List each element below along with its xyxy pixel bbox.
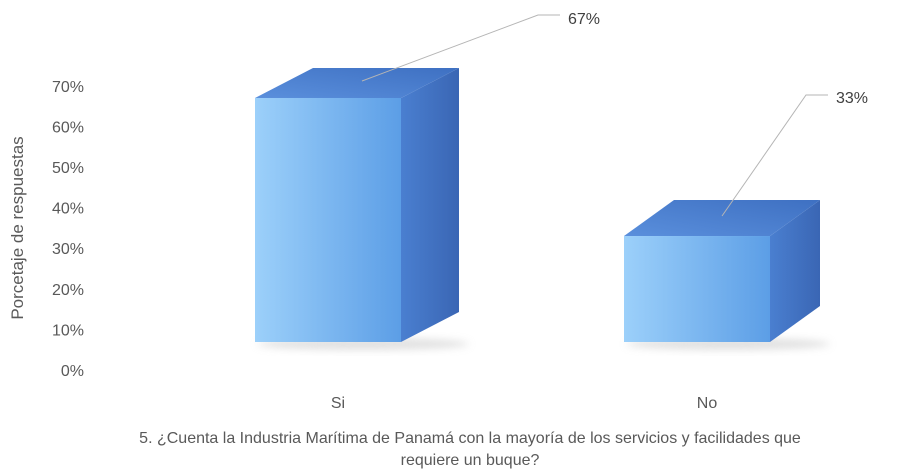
y-tick-label: 20%: [52, 282, 84, 299]
y-tick-label: 10%: [52, 322, 84, 339]
y-axis: 0% 10% 20% 30% 40% 50% 60% 70%: [52, 79, 84, 380]
y-tick-label: 30%: [52, 241, 84, 258]
bar-si: [255, 97, 401, 342]
bar-chart: 0% 10% 20% 30% 40% 50% 60% 70% Si 67% No 33% Porce…: [8, 11, 868, 412]
bar-side-face: [401, 67, 459, 342]
x-category-label: No: [697, 395, 718, 412]
data-label-leader-line: [721, 94, 828, 217]
y-tick-label: 0%: [61, 363, 84, 380]
y-tick-label: 70%: [52, 79, 84, 96]
y-tick-label: 60%: [52, 119, 84, 136]
x-category-label: Si: [331, 395, 345, 412]
bar-no: [624, 236, 770, 342]
y-tick-label: 40%: [52, 201, 84, 218]
data-label: 67%: [568, 11, 600, 28]
bar-top-face: [624, 200, 820, 237]
caption-line-2: requiere un buque?: [400, 452, 540, 469]
bars: [255, 67, 830, 350]
bar-top-face: [255, 67, 459, 98]
y-tick-label: 50%: [52, 160, 84, 177]
y-axis-title: Porcetaje de respuestas: [8, 136, 27, 319]
bar-side-face: [770, 200, 820, 342]
caption-line-1: 5. ¿Cuenta la Industria Marítima de Pana…: [139, 430, 801, 447]
data-label: 33%: [836, 90, 868, 107]
data-labels: Si 67% No 33%: [331, 11, 868, 412]
data-label-leader-line: [361, 14, 560, 82]
chart-caption: 5. ¿Cuenta la Industria Marítima de Pana…: [20, 428, 920, 472]
